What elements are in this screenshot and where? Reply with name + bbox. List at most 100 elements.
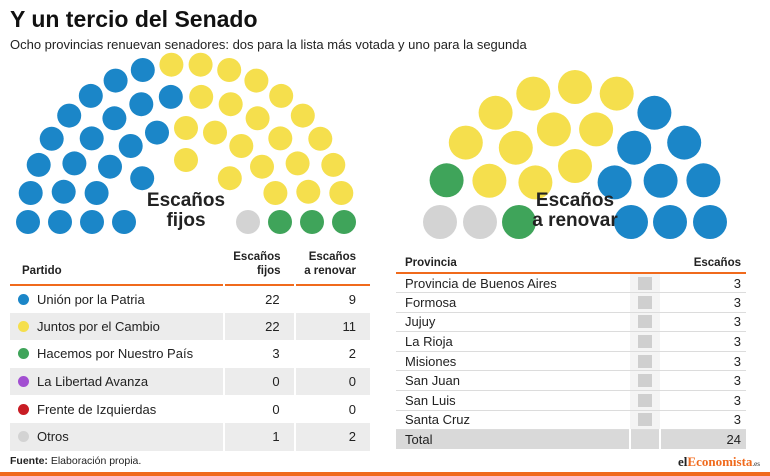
province-name: San Juan: [396, 370, 630, 392]
seat-dot: [558, 149, 592, 183]
seat-dot: [268, 210, 292, 234]
party-color-dot: [18, 348, 29, 360]
seat-dot: [39, 126, 64, 151]
province-row: San Juan 3: [396, 370, 746, 392]
seat-dot: [26, 152, 51, 177]
seat-dot: [268, 126, 293, 151]
seat-dot: [423, 205, 457, 239]
party-renew-seats: 2: [293, 340, 370, 368]
seat-dot: [686, 163, 721, 198]
seat-dot: [130, 166, 155, 191]
seat-dot: [112, 210, 136, 234]
col-header-seats: Escaños: [693, 257, 741, 269]
province-row: La Rioja 3: [396, 331, 746, 352]
seat-dot: [57, 103, 82, 128]
province-bar: [637, 413, 652, 427]
party-renew-seats: 0: [293, 367, 370, 396]
province-bar-cell: [629, 390, 660, 411]
party-name: La Libertad Avanza: [10, 367, 225, 396]
province-name: Formosa: [396, 292, 630, 313]
party-renew-seats: 2: [293, 422, 370, 451]
province-bar-cell: [629, 351, 660, 372]
province-name: Provincia de Buenos Aires: [396, 273, 630, 294]
source-note: Fuente: Elaboración propia.: [10, 455, 142, 467]
seat-dot: [290, 103, 315, 128]
total-row: Total 24: [396, 429, 746, 450]
party-color-dot: [18, 376, 29, 388]
party-fixed-seats: 0: [223, 395, 295, 423]
seat-dot: [285, 151, 310, 176]
seat-dot: [62, 151, 87, 176]
publisher-logo: elEconomista.es: [678, 454, 760, 469]
seat-dot: [653, 205, 687, 239]
party-color-dot: [18, 320, 29, 332]
seat-dot: [667, 125, 702, 160]
seat-dot: [250, 154, 274, 179]
seat-dot: [102, 106, 127, 131]
party-name: Otros: [10, 422, 225, 451]
seat-dot: [98, 154, 122, 179]
province-bar: [637, 276, 652, 290]
province-name: San Luis: [396, 390, 630, 411]
col-header-fixed: Escaños fijos: [233, 251, 281, 277]
province-bar: [637, 315, 652, 329]
seat-dot: [218, 92, 243, 117]
seat-dot: [129, 92, 154, 117]
province-row: Formosa 3: [396, 292, 746, 313]
seat-dot: [244, 68, 269, 93]
seat-dot: [203, 120, 227, 145]
party-name: Frente de Izquierdas: [10, 395, 224, 423]
province-seats: 3: [659, 390, 746, 411]
party-fixed-seats: 0: [223, 367, 295, 396]
seat-dot: [536, 112, 571, 147]
seat-dot: [236, 210, 260, 234]
renewal-seats-label-1: Escaños: [536, 190, 614, 211]
party-row: Unión por la Patria 22 9: [10, 285, 370, 313]
seat-dot: [16, 210, 40, 234]
seat-dot: [174, 148, 198, 172]
province-name: La Rioja: [396, 331, 630, 352]
seat-dot: [80, 210, 104, 234]
seat-dot: [300, 210, 324, 234]
seat-dot: [472, 163, 507, 198]
province-row: Santa Cruz 3: [396, 410, 746, 431]
party-row: Otros 1 2: [10, 422, 370, 451]
party-seats-table: Partido Escaños fijos Escaños a renovar Un…: [10, 244, 370, 451]
seat-dot: [118, 134, 143, 158]
fixed-seats-chart: Escaños fijos: [16, 52, 356, 234]
seat-dot: [579, 112, 614, 147]
total-label: Total: [396, 429, 630, 450]
province-seats: 3: [659, 292, 746, 313]
province-bar-cell: [629, 292, 660, 313]
party-name: Juntos por el Cambio: [10, 312, 225, 341]
party-color-dot: [18, 431, 29, 443]
fixed-seats-label-2: fijos: [166, 210, 205, 231]
total-value: 24: [659, 429, 746, 450]
party-color-dot: [18, 403, 29, 415]
seat-dot: [79, 126, 104, 151]
seat-dot: [269, 83, 294, 108]
total-bar-cell: [628, 429, 661, 450]
seat-dot: [516, 76, 551, 111]
province-name: Jujuy: [396, 312, 630, 333]
seat-dot: [478, 95, 513, 130]
seat-dot: [693, 205, 727, 239]
province-bar-cell: [629, 331, 660, 352]
seat-dot: [308, 126, 333, 151]
party-row: Frente de Izquierdas 0 0: [10, 395, 370, 423]
province-bar-cell: [629, 370, 660, 392]
fixed-seats-label-1: Escaños: [147, 190, 225, 211]
seat-dot: [429, 163, 464, 198]
party-fixed-seats: 1: [223, 422, 295, 451]
party-fixed-seats: 3: [223, 340, 295, 368]
seat-dot: [18, 181, 43, 205]
party-renew-seats: 0: [293, 395, 370, 423]
seat-dot: [145, 120, 169, 145]
seat-dot: [296, 179, 321, 204]
seat-dot: [84, 181, 109, 205]
seat-dot: [229, 134, 254, 158]
province-seats: 3: [659, 410, 746, 431]
province-bar: [637, 374, 652, 388]
seat-dot: [189, 84, 214, 109]
page-title: Y un tercio del Senado: [10, 6, 258, 32]
